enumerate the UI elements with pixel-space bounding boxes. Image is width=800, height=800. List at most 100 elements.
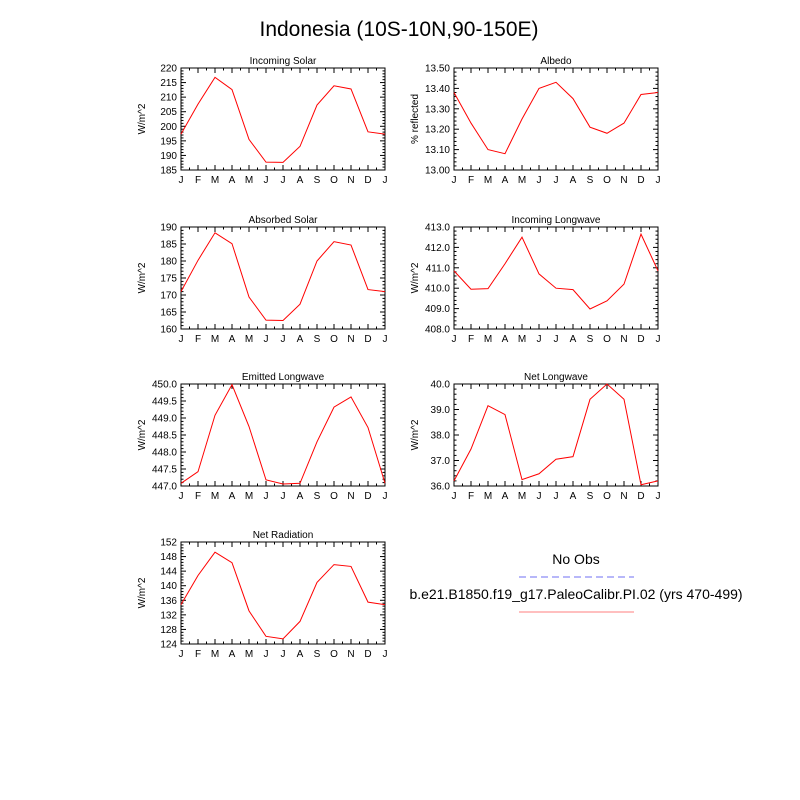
incoming-solar-ytick-label: 185: [160, 166, 177, 177]
net-longwave-xtick-label: A: [570, 491, 577, 502]
absorbed-solar-xtick-label: F: [195, 334, 201, 345]
incoming-solar-xtick-label: D: [364, 175, 371, 186]
net-radiation-xtick-label: J: [179, 649, 184, 660]
albedo-ytick-label: 13.10: [425, 145, 450, 156]
net-longwave-xtick-label: M: [518, 491, 526, 502]
emitted-longwave-xtick-label: F: [195, 491, 201, 502]
emitted-longwave-ytick-label: 448.0: [152, 448, 177, 459]
net-longwave-xtick-label: M: [484, 491, 492, 502]
incoming-solar-xtick-label: J: [179, 175, 184, 186]
emitted-longwave-xtick-label: O: [330, 491, 338, 502]
incoming-solar-xtick-label: O: [330, 175, 338, 186]
incoming-longwave-xtick-label: A: [502, 334, 509, 345]
net-longwave-xtick-label: S: [587, 491, 594, 502]
albedo-xtick-label: M: [484, 175, 492, 186]
incoming-longwave-xtick-label: F: [468, 334, 474, 345]
absorbed-solar-xtick-label: J: [383, 334, 388, 345]
albedo-ytick-label: 13.40: [425, 84, 450, 95]
albedo-ytick-label: 13.50: [425, 64, 450, 75]
absorbed-solar-xtick-label: J: [264, 334, 269, 345]
incoming-longwave-xtick-label: J: [554, 334, 559, 345]
albedo-xtick-label: A: [502, 175, 509, 186]
incoming-solar-xtick-label: J: [281, 175, 286, 186]
net-longwave-xtick-label: D: [637, 491, 644, 502]
incoming-longwave-xtick-label: J: [537, 334, 542, 345]
net-longwave-xtick-label: F: [468, 491, 474, 502]
incoming-longwave-xtick-label: M: [484, 334, 492, 345]
absorbed-solar-xtick-label: N: [347, 334, 354, 345]
absorbed-solar-xtick-label: M: [245, 334, 253, 345]
emitted-longwave-ytick-label: 449.0: [152, 414, 177, 425]
net-radiation-xtick-label: M: [211, 649, 219, 660]
albedo-xtick-label: S: [587, 175, 594, 186]
net-longwave-xtick-label: A: [502, 491, 509, 502]
absorbed-solar-xtick-label: S: [314, 334, 321, 345]
emitted-longwave-xtick-label: J: [383, 491, 388, 502]
absorbed-solar-plot-frame: [180, 226, 386, 330]
incoming-solar-xtick-label: J: [383, 175, 388, 186]
incoming-longwave-ylabel: W/m^2: [410, 262, 421, 293]
emitted-longwave-series-line: [180, 383, 386, 485]
absorbed-solar-ytick-label: 180: [160, 257, 177, 268]
incoming-solar-xtick-label: A: [297, 175, 304, 186]
net-radiation-ytick-label: 140: [160, 581, 177, 592]
albedo-xtick-label: M: [518, 175, 526, 186]
net-radiation-ytick-label: 152: [160, 538, 177, 549]
net-radiation-xtick-label: M: [245, 649, 253, 660]
incoming-solar-ytick-label: 220: [160, 64, 177, 75]
incoming-longwave-ytick-label: 408.0: [425, 325, 450, 336]
net-radiation-xtick-label: J: [264, 649, 269, 660]
incoming-longwave-ytick-label: 410.0: [425, 284, 450, 295]
emitted-longwave-title: Emitted Longwave: [242, 372, 325, 383]
net-radiation-xtick-label: N: [347, 649, 354, 660]
incoming-longwave-xtick-label: D: [637, 334, 644, 345]
incoming-longwave-xtick-label: N: [620, 334, 627, 345]
incoming-longwave-xtick-label: M: [518, 334, 526, 345]
net-longwave-xtick-label: J: [452, 491, 457, 502]
emitted-longwave-xtick-label: N: [347, 491, 354, 502]
emitted-longwave-plot-frame: [180, 383, 386, 487]
incoming-solar-xtick-label: F: [195, 175, 201, 186]
net-longwave-ytick-label: 38.0: [431, 431, 451, 442]
net-longwave-ytick-label: 39.0: [431, 405, 451, 416]
emitted-longwave-xtick-label: J: [264, 491, 269, 502]
incoming-solar-ytick-label: 205: [160, 107, 177, 118]
absorbed-solar-ytick-label: 170: [160, 291, 177, 302]
albedo-xtick-label: J: [554, 175, 559, 186]
incoming-solar-title: Incoming Solar: [250, 56, 317, 67]
albedo-ylabel: % reflected: [410, 94, 421, 144]
emitted-longwave-xtick-label: M: [211, 491, 219, 502]
net-radiation-xtick-label: O: [330, 649, 338, 660]
incoming-solar-ylabel: W/m^2: [137, 103, 148, 134]
emitted-longwave-xtick-label: A: [229, 491, 236, 502]
absorbed-solar-xtick-label: O: [330, 334, 338, 345]
albedo-ytick-label: 13.30: [425, 104, 450, 115]
absorbed-solar-xtick-label: A: [297, 334, 304, 345]
absorbed-solar-xtick-label: M: [211, 334, 219, 345]
legend: No Obs b.e21.B1850.f19_g17.PaleoCalibr.P…: [409, 551, 743, 613]
legend-model-label: b.e21.B1850.f19_g17.PaleoCalibr.PI.02 (y…: [409, 586, 742, 602]
net-longwave-ytick-label: 37.0: [431, 456, 451, 467]
net-longwave-xtick-label: J: [656, 491, 661, 502]
net-longwave-ytick-label: 36.0: [431, 482, 451, 493]
incoming-longwave-xtick-label: A: [570, 334, 577, 345]
incoming-solar-xtick-label: M: [211, 175, 219, 186]
absorbed-solar-ytick-label: 165: [160, 308, 177, 319]
emitted-longwave-ytick-label: 450.0: [152, 380, 177, 391]
absorbed-solar-title: Absorbed Solar: [249, 215, 319, 226]
absorbed-solar-xtick-label: J: [179, 334, 184, 345]
albedo-title: Albedo: [540, 56, 572, 67]
incoming-longwave-ytick-label: 409.0: [425, 304, 450, 315]
emitted-longwave-ytick-label: 447.5: [152, 465, 177, 476]
albedo-xtick-label: F: [468, 175, 474, 186]
emitted-longwave-ylabel: W/m^2: [137, 419, 148, 450]
absorbed-solar-series-line: [180, 232, 386, 322]
albedo-ytick-label: 13.00: [425, 166, 450, 177]
net-radiation-ytick-label: 148: [160, 552, 177, 563]
incoming-longwave-xtick-label: J: [452, 334, 457, 345]
